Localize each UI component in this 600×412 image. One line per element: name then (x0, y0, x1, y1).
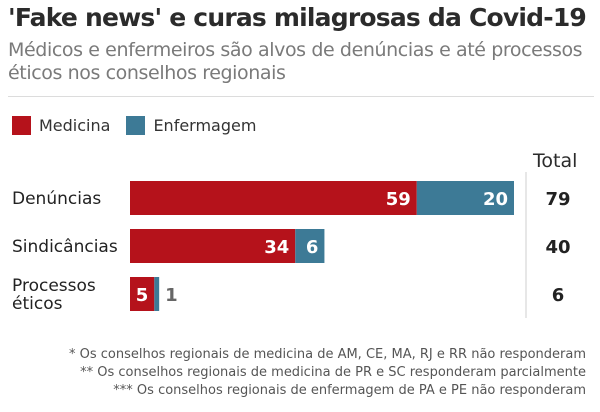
bar-enfermagem (154, 277, 160, 311)
data-label: 59 (386, 189, 411, 210)
bar-medicina (130, 229, 296, 263)
category-label: Sindicâncias (12, 237, 118, 257)
bar-medicina (130, 277, 155, 311)
footnote-1: * Os conselhos regionais de medicina de … (69, 347, 586, 362)
legend-label-medicina: Medicina (39, 116, 111, 135)
legend-swatch-enfermagem (126, 116, 146, 135)
bar-enfermagem (416, 181, 514, 215)
total-column-header: Total (533, 150, 578, 172)
data-label: 1 (165, 285, 178, 306)
footnote-3: *** Os conselhos regionais de enfermagem… (113, 383, 586, 398)
stacked-bar-chart: Denúncias 59 20 79 Sindicâncias 34 6 40 Processo… (12, 172, 571, 318)
data-label: 5 (136, 285, 149, 306)
legend: Medicina Enfermagem (12, 116, 272, 135)
chart-title: 'Fake news' e curas milagrosas da Covid-… (8, 3, 587, 32)
footnote-2: ** Os conselhos regionais de medicina de… (80, 365, 586, 380)
chart-subtitle: Médicos e enfermeiros são alvos de denún… (8, 39, 583, 84)
total-value: 79 (545, 189, 570, 210)
bar-enfermagem (295, 229, 325, 263)
total-value: 40 (545, 237, 570, 258)
data-label: 6 (306, 237, 319, 258)
data-label: 20 (483, 189, 508, 210)
legend-label-enfermagem: Enfermagem (153, 116, 257, 135)
legend-item-enfermagem: Enfermagem (126, 116, 256, 135)
bar-medicina (130, 181, 417, 215)
category-label: Processos éticos (12, 276, 96, 314)
footnotes: * Os conselhos regionais de medicina de … (69, 346, 586, 400)
header-divider (8, 96, 594, 97)
legend-swatch-medicina (12, 116, 31, 135)
category-label: Denúncias (12, 189, 101, 209)
total-value: 6 (552, 285, 565, 306)
data-label: 34 (264, 237, 289, 258)
legend-item-medicina: Medicina (12, 116, 110, 135)
